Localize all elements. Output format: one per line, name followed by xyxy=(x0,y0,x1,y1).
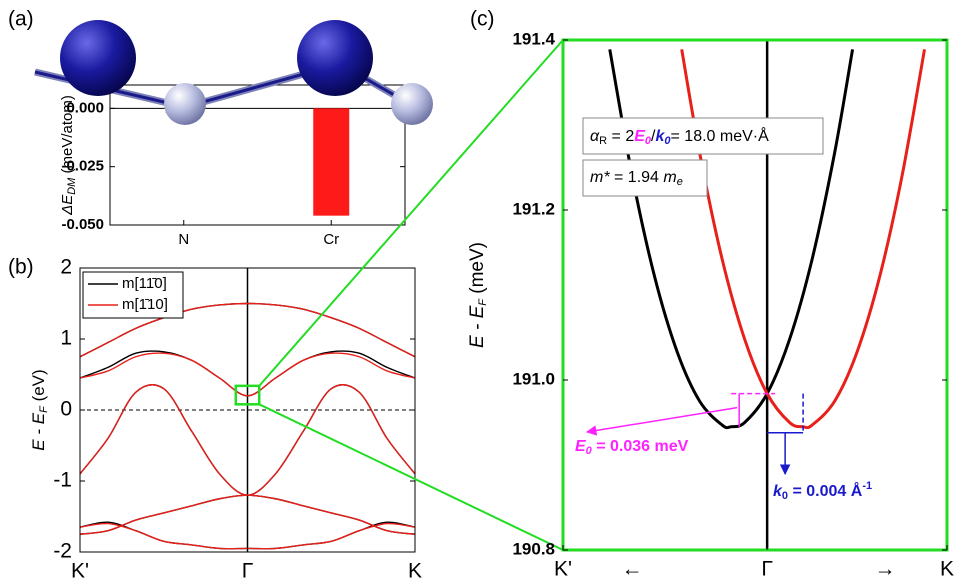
curve xyxy=(680,49,926,430)
label-part: (eV) xyxy=(29,369,48,406)
curve xyxy=(79,352,416,397)
rashba-annotation: αR = 2E0/k0= 18.0 meV·Å xyxy=(590,126,769,147)
label-part: E - E xyxy=(29,412,48,450)
x-tick-label: K xyxy=(408,560,422,583)
x-tick-label: K' xyxy=(71,560,89,583)
text-part: R xyxy=(599,135,607,147)
text-part: m* xyxy=(590,169,610,186)
curve xyxy=(608,49,855,430)
legend-box xyxy=(82,271,184,319)
x-tick-label: K xyxy=(940,558,954,581)
text-part: k xyxy=(773,483,783,500)
annotation-box xyxy=(582,159,708,197)
panel-label: (c) xyxy=(470,8,495,31)
label-part: (meV) xyxy=(467,242,488,299)
y-tick-label: -0.050 xyxy=(61,216,104,233)
text-part: 0 xyxy=(782,490,788,502)
text-part: = 0.036 meV xyxy=(592,438,689,455)
text-part: 0 xyxy=(664,135,671,147)
label-part: F xyxy=(477,298,489,306)
zoom-box xyxy=(234,384,261,406)
label-part: ΔE xyxy=(59,194,76,216)
e0-arrow xyxy=(585,406,738,436)
text-part: E xyxy=(634,128,646,145)
curve xyxy=(79,494,416,535)
y-tick-label: 0 xyxy=(60,398,72,421)
curve xyxy=(79,302,416,358)
mass-annotation: m* = 1.94 me xyxy=(590,169,683,188)
y-tick-label: -2 xyxy=(53,540,72,563)
text-part: 0 xyxy=(586,445,593,457)
text-part: / xyxy=(651,128,656,145)
x-tick-label: Γ xyxy=(761,558,773,581)
y-tick-label: 1 xyxy=(60,327,72,350)
text-part: 0 xyxy=(645,135,652,147)
x-tick-label: Cr xyxy=(323,231,339,248)
x-tick-label: Γ xyxy=(242,560,254,583)
legend-label: m[1̄10] xyxy=(122,296,168,313)
n-atom xyxy=(391,83,433,125)
label-part: F xyxy=(38,405,50,413)
text-part: -1 xyxy=(862,480,872,492)
label-part: DM xyxy=(66,177,78,195)
cr-atom xyxy=(60,20,136,96)
plot-area xyxy=(109,84,406,226)
text-part: e xyxy=(677,176,683,188)
text-part: k xyxy=(655,128,665,145)
y-tick-label: -0.025 xyxy=(61,158,104,175)
label-part: (meV/atom) xyxy=(59,95,76,178)
y-tick-label: 190.8 xyxy=(512,539,555,558)
zoom-line xyxy=(258,403,564,551)
y-axis-label: E - EF (eV) xyxy=(29,369,49,450)
text-part: m xyxy=(663,169,676,186)
y-tick-label: -1 xyxy=(53,469,72,492)
y-tick-label: 191.2 xyxy=(512,199,555,218)
y-axis-label: E - EF (meV) xyxy=(467,242,489,348)
y-tick-label: 0.000 xyxy=(66,99,104,116)
x-tick-label: N xyxy=(178,231,189,248)
x-tick-label: K' xyxy=(554,558,572,581)
zoom-line xyxy=(258,39,564,387)
label-part: E - E xyxy=(467,305,488,348)
text-part: α xyxy=(590,128,600,145)
text-part: = 0.004 Å xyxy=(788,481,863,500)
direction-arrow: ← xyxy=(622,558,643,581)
cr-atom xyxy=(297,20,373,96)
y-tick-label: 2 xyxy=(60,256,72,279)
annotation-box xyxy=(582,117,824,155)
text-part: E xyxy=(575,438,587,455)
panel-label: (a) xyxy=(8,8,34,31)
e0-annotation: E0 = 0.036 meV xyxy=(575,438,689,457)
plot-area xyxy=(561,38,949,552)
y-axis-label: ΔEDM (meV/atom) xyxy=(59,95,78,216)
bar xyxy=(313,108,350,216)
panel-label: (b) xyxy=(8,256,34,279)
direction-arrow: → xyxy=(875,558,896,581)
y-tick-label: 191.0 xyxy=(512,369,555,388)
atom-illustration xyxy=(34,20,433,125)
text-part: = 2 xyxy=(607,128,634,145)
legend-label: m[11̄0] xyxy=(122,275,167,292)
k0-annotation: k0 = 0.004 Å-1 xyxy=(773,480,872,502)
plots: 0.000 -0.025 -0.050 N Cr -2 -1 0 1 2 K' Γ Km[11̄0] m[… xyxy=(53,29,954,582)
y-tick-label: 191.4 xyxy=(512,29,555,48)
text-part: = 18.0 meV·Å xyxy=(671,126,770,145)
annotations: αR = 2E0/k0= 18.0 meV·Å m* = 1.94 me E0 … xyxy=(575,117,872,502)
text-part: = 1.94 xyxy=(610,169,664,186)
n-atom xyxy=(164,83,206,125)
